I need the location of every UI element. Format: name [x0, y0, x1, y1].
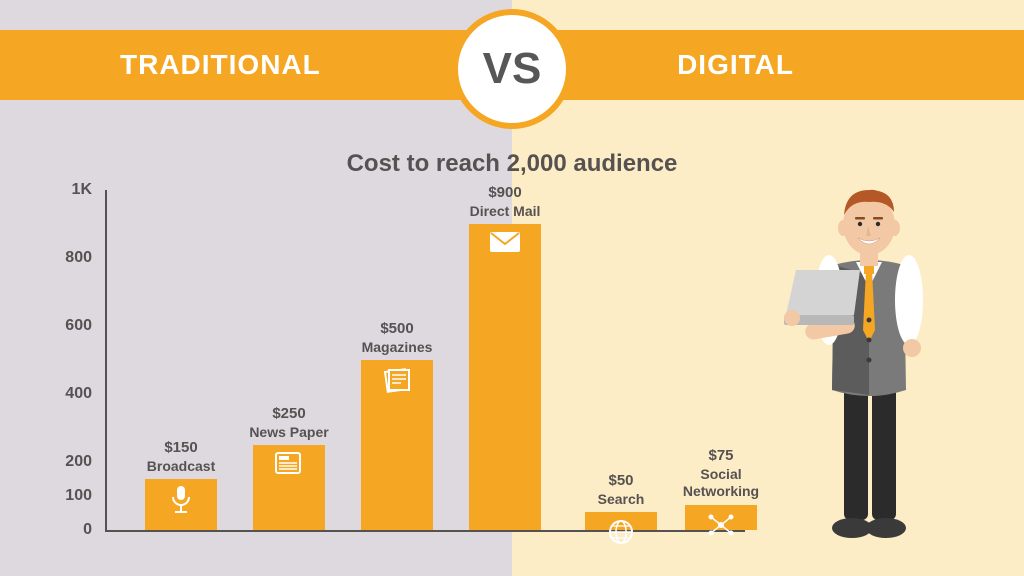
y-axis: 01002004006008001K [50, 190, 100, 530]
bar: $900Direct Mail [469, 224, 541, 530]
bar-label: $75Social Networking [651, 447, 791, 505]
globe-icon [607, 518, 635, 550]
bar-group: $500Magazines [361, 360, 433, 530]
y-tick-label: 0 [83, 521, 92, 539]
axis-line-x [105, 530, 745, 532]
y-tick-label: 800 [65, 249, 92, 267]
y-tick-label: 200 [65, 453, 92, 471]
header-label-digital: DIGITAL [677, 49, 794, 81]
bar-label: $250News Paper [219, 405, 359, 445]
businessman-illustration [774, 170, 954, 550]
y-tick-label: 1K [72, 181, 92, 199]
microphone-icon [168, 485, 194, 519]
magazine-icon [381, 366, 413, 400]
header-label-traditional: TRADITIONAL [120, 49, 321, 81]
y-tick-label: 100 [65, 487, 92, 505]
y-tick-label: 600 [65, 317, 92, 335]
bar: $75Social Networking [685, 505, 757, 531]
bar-group: $250News Paper [253, 445, 325, 530]
vs-text: VS [483, 44, 542, 94]
newspaper-icon [274, 451, 304, 481]
bar: $50Search [585, 512, 657, 530]
mail-icon [488, 230, 522, 258]
bar-group: $900Direct Mail [469, 224, 541, 530]
bar-group: $50Search [585, 512, 657, 530]
bar: $500Magazines [361, 360, 433, 530]
bar-group: $150Broadcast [145, 479, 217, 530]
bars-container: $150Broadcast$250News Paper$500Magazines… [105, 190, 755, 530]
y-tick-label: 400 [65, 385, 92, 403]
bar-group: $75Social Networking [685, 505, 757, 531]
chart-area: 01002004006008001K $150Broadcast$250News… [50, 190, 750, 550]
bar: $250News Paper [253, 445, 325, 530]
bar-label: $500Magazines [327, 320, 467, 360]
bar-label: $900Direct Mail [435, 184, 575, 224]
bar: $150Broadcast [145, 479, 217, 530]
vs-badge: VS [452, 9, 572, 129]
network-icon [706, 511, 736, 543]
